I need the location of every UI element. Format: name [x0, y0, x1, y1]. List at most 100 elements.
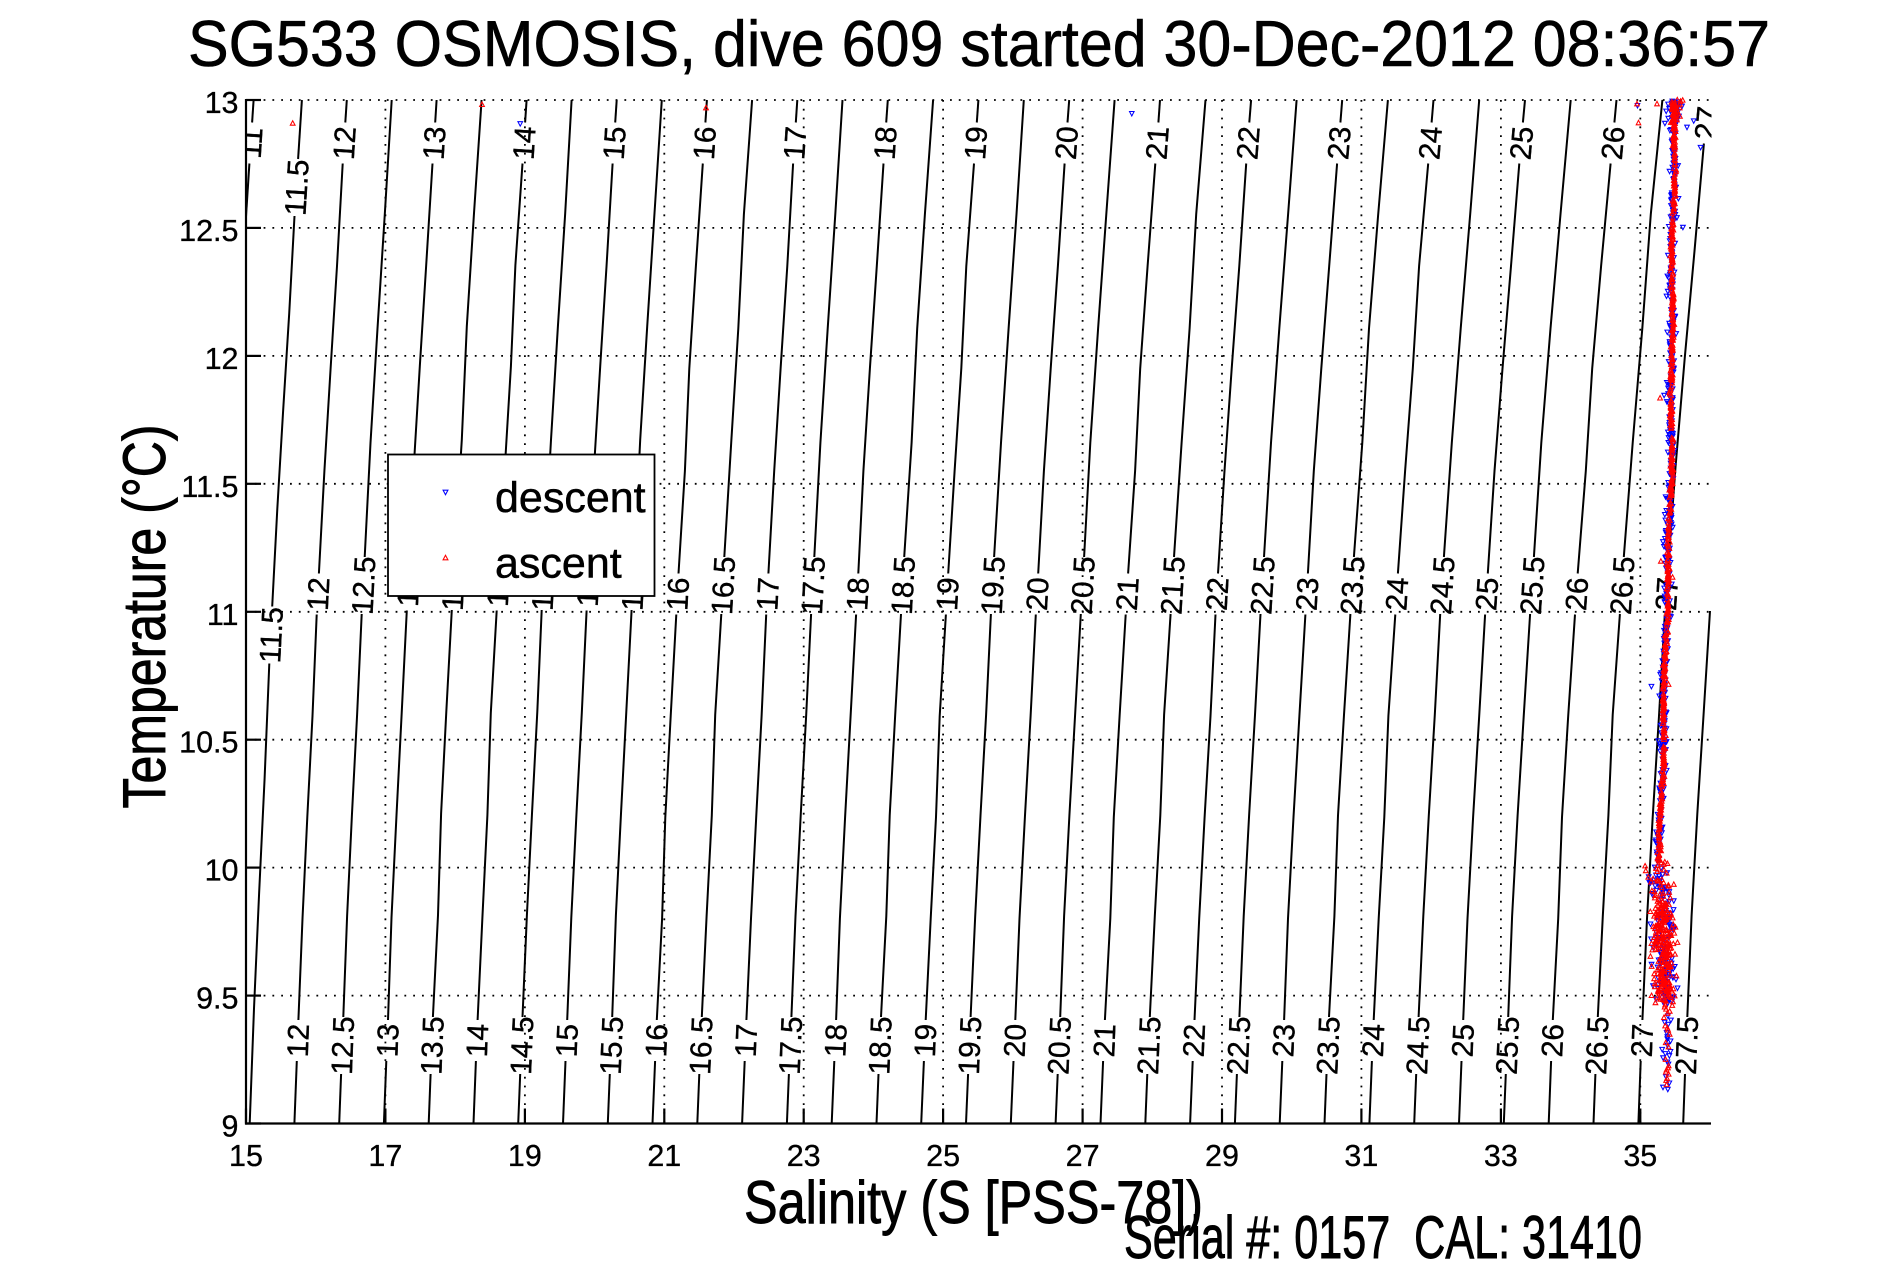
svg-text:18: 18	[841, 576, 876, 611]
svg-text:21.5: 21.5	[1155, 555, 1191, 615]
svg-text:22: 22	[1178, 1023, 1212, 1058]
svg-text:21: 21	[647, 1139, 681, 1173]
svg-text:26: 26	[1536, 1023, 1570, 1058]
svg-text:33: 33	[1484, 1139, 1518, 1173]
svg-text:35: 35	[1623, 1139, 1657, 1173]
svg-text:14: 14	[461, 1023, 495, 1058]
svg-text:25: 25	[1504, 125, 1540, 161]
svg-text:23.5: 23.5	[1311, 1016, 1347, 1076]
svg-text:15: 15	[598, 125, 633, 160]
svg-text:21: 21	[1111, 576, 1146, 611]
svg-text:18: 18	[819, 1023, 853, 1058]
svg-text:23: 23	[787, 1139, 821, 1173]
svg-text:16.5: 16.5	[706, 556, 742, 616]
svg-text:13: 13	[205, 86, 239, 120]
svg-text:12.5: 12.5	[179, 214, 238, 248]
svg-text:21.5: 21.5	[1132, 1016, 1168, 1076]
svg-text:29: 29	[1205, 1139, 1239, 1173]
svg-text:25: 25	[1470, 576, 1505, 611]
svg-text:23: 23	[1322, 125, 1358, 161]
svg-text:25.5: 25.5	[1491, 1016, 1526, 1076]
svg-text:13: 13	[418, 125, 453, 160]
svg-text:26: 26	[1596, 125, 1632, 161]
svg-text:12: 12	[302, 577, 337, 612]
svg-text:24.5: 24.5	[1401, 1016, 1436, 1076]
svg-text:20: 20	[1021, 576, 1056, 611]
svg-text:26.5: 26.5	[1605, 555, 1642, 615]
svg-text:Salinity (S [PSS-78]): Salinity (S [PSS-78])	[744, 1169, 1203, 1236]
svg-text:21: 21	[1088, 1023, 1122, 1058]
svg-text:20: 20	[998, 1023, 1032, 1058]
svg-text:18.5: 18.5	[886, 556, 922, 616]
svg-text:15: 15	[551, 1023, 585, 1058]
svg-text:23.5: 23.5	[1335, 555, 1372, 615]
svg-text:descent: descent	[495, 474, 646, 522]
svg-text:24: 24	[1380, 576, 1415, 611]
svg-text:17: 17	[368, 1139, 402, 1173]
svg-text:22.5: 22.5	[1245, 555, 1282, 615]
svg-text:16: 16	[640, 1023, 674, 1058]
svg-text:22: 22	[1201, 576, 1236, 611]
svg-text:12.5: 12.5	[346, 556, 382, 616]
svg-text:17: 17	[778, 125, 813, 160]
svg-text:26.5: 26.5	[1580, 1016, 1615, 1076]
svg-text:10: 10	[205, 854, 239, 888]
svg-text:23: 23	[1267, 1023, 1301, 1058]
svg-text:17: 17	[751, 577, 786, 612]
svg-text:Temperature (°C): Temperature (°C)	[111, 425, 178, 809]
svg-text:11: 11	[207, 598, 239, 632]
svg-text:17.5: 17.5	[796, 556, 832, 616]
svg-text:9.5: 9.5	[196, 982, 238, 1016]
svg-text:20: 20	[1050, 125, 1085, 161]
svg-text:27: 27	[1689, 105, 1725, 141]
svg-text:18.5: 18.5	[863, 1016, 899, 1076]
svg-text:27.5: 27.5	[1670, 1016, 1705, 1076]
svg-text:11.5: 11.5	[254, 606, 290, 664]
svg-text:25: 25	[926, 1139, 960, 1173]
svg-text:20.5: 20.5	[1042, 1016, 1078, 1076]
svg-text:19: 19	[508, 1139, 542, 1173]
svg-text:25.5: 25.5	[1515, 555, 1552, 615]
svg-text:12: 12	[205, 342, 239, 376]
svg-text:14: 14	[508, 125, 543, 160]
svg-text:16: 16	[661, 577, 696, 612]
svg-text:23: 23	[1291, 576, 1326, 611]
svg-text:12.5: 12.5	[326, 1016, 361, 1076]
svg-text:13.5: 13.5	[415, 1016, 450, 1076]
svg-text:11: 11	[235, 126, 270, 159]
svg-text:22.5: 22.5	[1222, 1016, 1258, 1076]
svg-text:19.5: 19.5	[976, 555, 1012, 615]
svg-text:26: 26	[1560, 576, 1595, 612]
svg-text:18: 18	[869, 125, 904, 161]
svg-text:20.5: 20.5	[1066, 555, 1102, 615]
svg-text:31: 31	[1344, 1139, 1378, 1173]
svg-text:16: 16	[688, 125, 723, 160]
svg-text:24.5: 24.5	[1425, 555, 1462, 615]
svg-text:19: 19	[959, 125, 994, 161]
svg-text:19.5: 19.5	[953, 1016, 989, 1076]
svg-text:15: 15	[229, 1139, 263, 1173]
svg-text:12: 12	[282, 1023, 316, 1058]
svg-text:12: 12	[328, 125, 363, 160]
svg-text:9: 9	[222, 1109, 239, 1143]
svg-text:15.5: 15.5	[595, 1016, 630, 1076]
svg-text:24: 24	[1413, 125, 1449, 161]
svg-text:19: 19	[909, 1023, 943, 1058]
svg-text:22: 22	[1231, 125, 1266, 161]
svg-text:24: 24	[1357, 1023, 1391, 1058]
svg-text:10.5: 10.5	[179, 726, 238, 760]
svg-text:27: 27	[1066, 1139, 1100, 1173]
svg-text:27: 27	[1626, 1023, 1660, 1058]
svg-text:19: 19	[931, 576, 966, 611]
svg-text:SG533 OSMOSIS, dive 609 starte: SG533 OSMOSIS, dive 609 started 30-Dec-2…	[188, 7, 1770, 80]
svg-text:17.5: 17.5	[774, 1016, 810, 1076]
svg-text:ascent: ascent	[495, 540, 622, 588]
svg-text:11.5: 11.5	[279, 159, 315, 217]
svg-text:13: 13	[371, 1023, 405, 1058]
svg-text:25: 25	[1447, 1023, 1481, 1058]
svg-text:Serial #: 0157 CAL: 31410: Serial #: 0157 CAL: 31410	[1124, 1204, 1642, 1262]
svg-text:16.5: 16.5	[684, 1016, 719, 1076]
svg-text:21: 21	[1140, 125, 1175, 161]
svg-text:14.5: 14.5	[505, 1016, 540, 1076]
svg-text:11.5: 11.5	[181, 470, 238, 504]
